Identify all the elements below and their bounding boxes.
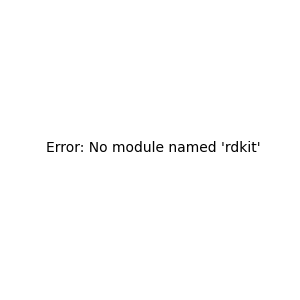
Text: Error: No module named 'rdkit': Error: No module named 'rdkit' xyxy=(46,140,261,154)
